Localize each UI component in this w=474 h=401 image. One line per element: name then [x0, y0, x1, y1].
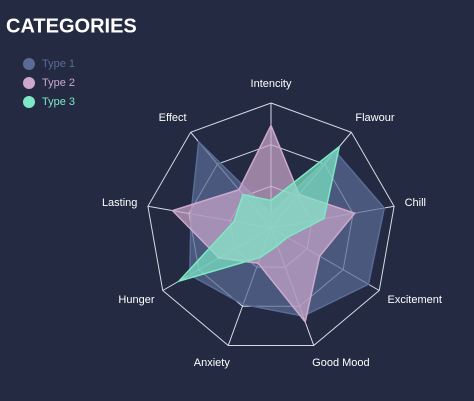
axis-label: Chill: [405, 197, 426, 209]
legend-label: Type 3: [42, 96, 75, 108]
legend-label: Type 1: [42, 58, 75, 70]
grid-ring: [147, 102, 395, 346]
radar-area: [176, 144, 341, 283]
axis-label: Effect: [159, 112, 187, 124]
legend-marker: [23, 77, 35, 89]
axis-label: Good Mood: [312, 357, 369, 369]
legend-marker: [23, 96, 35, 108]
chart-title: CATEGORIES: [6, 15, 137, 37]
axis-label: Flawour: [355, 112, 394, 124]
axis-label: Hunger: [118, 294, 154, 306]
axis-label: Excitement: [387, 294, 441, 306]
axis-label: Intencity: [251, 78, 292, 90]
axis-label: Anxiety: [194, 357, 231, 369]
axis-label: Lasting: [102, 197, 137, 209]
legend-marker: [23, 58, 35, 70]
legend-label: Type 2: [42, 77, 75, 89]
